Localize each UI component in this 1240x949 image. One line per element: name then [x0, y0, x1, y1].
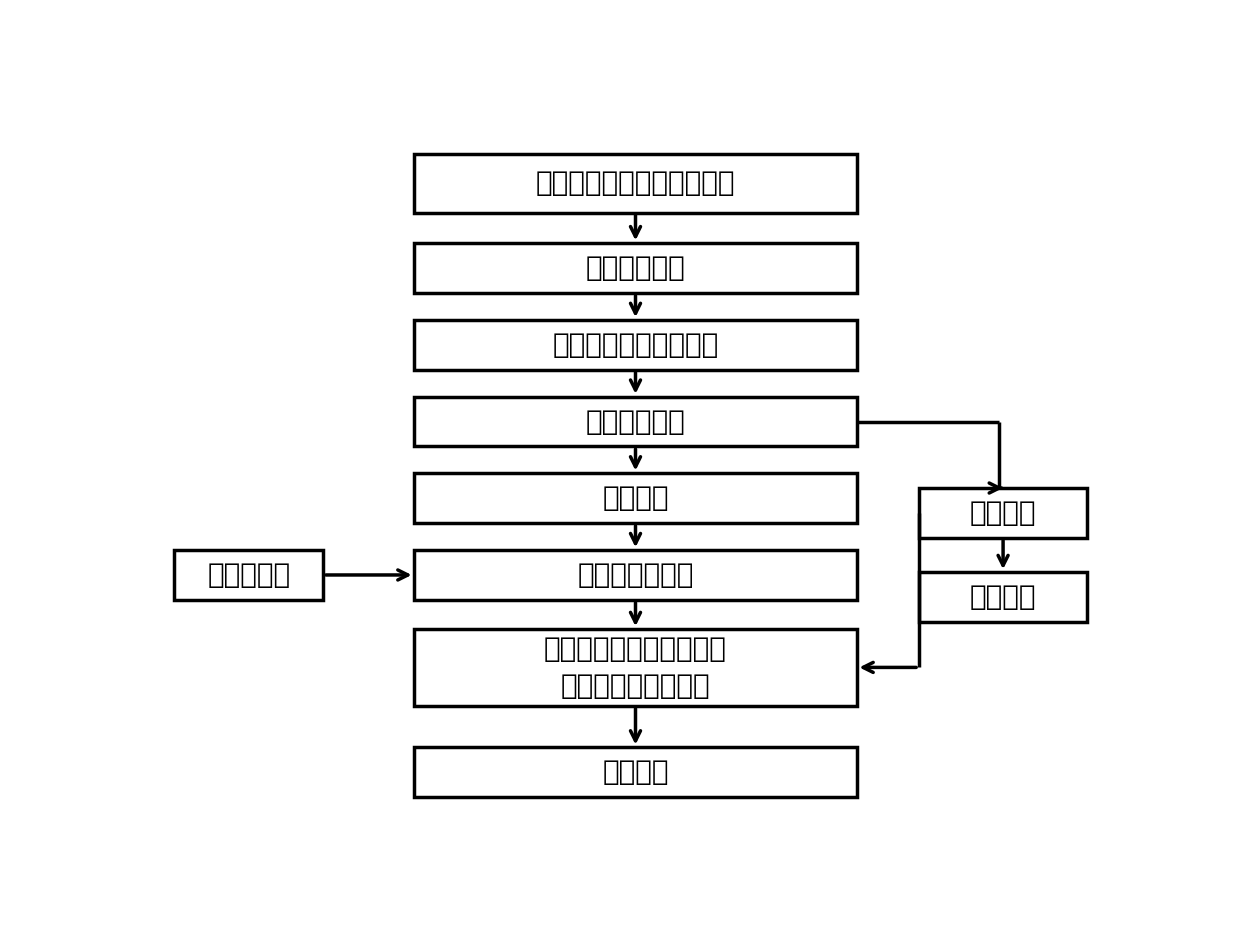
Text: 测试样本: 测试样本: [970, 499, 1037, 527]
Bar: [414, 243, 857, 293]
Text: 本征模函数分量值计算: 本征模函数分量值计算: [552, 331, 719, 359]
Text: 训练样本: 训练样本: [603, 484, 668, 512]
Bar: [414, 154, 857, 213]
Bar: [414, 397, 857, 446]
Bar: [414, 550, 857, 600]
Text: 故障特征矩阵: 故障特征矩阵: [585, 407, 686, 436]
Text: 变分模态分解: 变分模态分解: [585, 254, 686, 282]
Text: 搭建极限学习机: 搭建极限学习机: [578, 561, 693, 589]
Text: 实时样本: 实时样本: [970, 583, 1037, 611]
Bar: [919, 488, 1087, 538]
Text: 建立基于核极限学习机的
离心泵故障诊断模型: 建立基于核极限学习机的 离心泵故障诊断模型: [544, 635, 727, 699]
Text: 故障诊断: 故障诊断: [603, 758, 668, 787]
Bar: [414, 748, 857, 797]
Bar: [174, 550, 324, 600]
Bar: [414, 320, 857, 370]
Text: 核函数优化: 核函数优化: [207, 561, 290, 589]
Bar: [414, 629, 857, 706]
Text: 获取离心泵振动加速度信号: 获取离心泵振动加速度信号: [536, 169, 735, 197]
Bar: [414, 474, 857, 523]
Bar: [919, 572, 1087, 622]
